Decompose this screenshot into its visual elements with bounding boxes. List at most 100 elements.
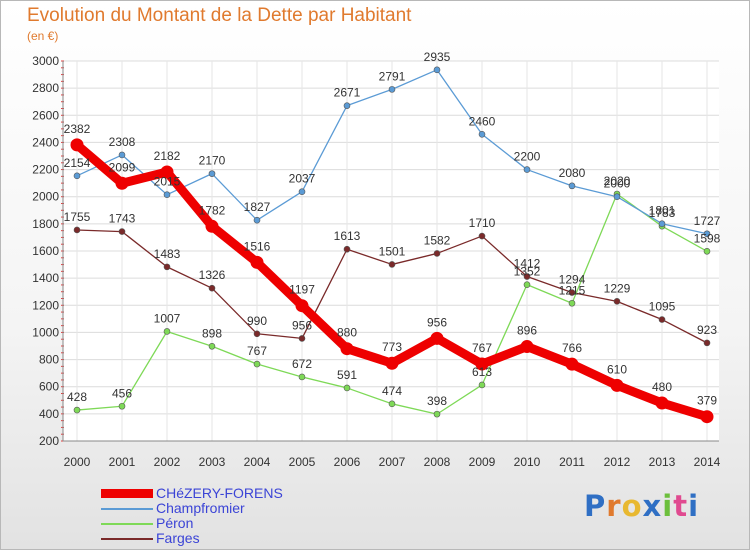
y-tick-label: 2800 xyxy=(32,81,59,95)
data-point-ch-zery-forens xyxy=(205,219,219,233)
data-label-ch-zery-forens: 766 xyxy=(562,341,582,355)
data-point-farges xyxy=(478,232,486,240)
legend-swatch-chezery-forens xyxy=(101,489,153,498)
y-tick-label: 3000 xyxy=(32,54,59,68)
y-tick-label: 2000 xyxy=(32,190,59,204)
y-tick-label: 400 xyxy=(39,407,59,421)
data-point-p-ron xyxy=(298,373,306,381)
data-labels: 1755 1743 1483 1326 990 956 1613 1501 1582 1710 14… xyxy=(64,50,721,408)
data-point-champfromier xyxy=(703,230,711,238)
legend-label: Péron xyxy=(156,515,194,531)
x-tick-label: 2004 xyxy=(244,455,271,469)
data-label-ch-zery-forens: 880 xyxy=(337,326,357,340)
data-point-champfromier xyxy=(568,182,576,190)
data-label-farges: 956 xyxy=(292,318,312,332)
y-tick-label: 1400 xyxy=(32,271,59,285)
legend-label: CHéZERY-FORENS xyxy=(156,485,283,501)
legend-item-farges: Farges xyxy=(101,531,361,546)
data-label-p-ron: 398 xyxy=(427,394,447,408)
data-point-p-ron xyxy=(703,247,711,255)
data-label-champfromier: 2935 xyxy=(424,50,451,64)
data-label-farges: 1483 xyxy=(154,247,181,261)
data-label-p-ron: 456 xyxy=(112,386,132,400)
data-point-p-ron xyxy=(433,410,441,418)
data-label-champfromier: 2308 xyxy=(109,135,136,149)
legend-item-champfromier: Champfromier xyxy=(101,501,361,516)
data-label-p-ron: 898 xyxy=(202,326,222,340)
data-point-farges xyxy=(658,316,666,323)
data-label-ch-zery-forens: 610 xyxy=(607,362,627,376)
data-label-champfromier: 2170 xyxy=(199,154,226,168)
data-label-champfromier: 1801 xyxy=(649,204,676,218)
y-tick-label: 2200 xyxy=(32,163,59,177)
data-point-farges xyxy=(298,335,306,342)
legend-label: Farges xyxy=(156,530,200,546)
data-point-p-ron xyxy=(523,281,531,288)
data-label-farges: 990 xyxy=(247,314,267,328)
data-label-farges: 1710 xyxy=(469,216,496,230)
data-label-farges: 923 xyxy=(697,323,717,337)
data-point-farges xyxy=(118,228,126,235)
chart-title: Evolution du Montant de la Dette par Hab… xyxy=(27,5,412,26)
data-label-ch-zery-forens: 1516 xyxy=(244,239,271,253)
data-label-ch-zery-forens: 773 xyxy=(382,340,402,354)
data-point-ch-zery-forens xyxy=(565,357,579,371)
data-label-farges: 1095 xyxy=(649,300,676,314)
x-tick-label: 2011 xyxy=(559,455,585,469)
data-point-ch-zery-forens xyxy=(115,176,129,190)
data-point-p-ron xyxy=(118,402,126,410)
y-tick-label: 2600 xyxy=(32,108,59,122)
data-label-p-ron: 767 xyxy=(247,344,267,358)
y-tick-label: 800 xyxy=(39,353,59,367)
data-point-farges xyxy=(253,330,261,338)
data-label-champfromier: 2460 xyxy=(469,114,496,128)
data-label-ch-zery-forens: 2182 xyxy=(154,149,181,163)
x-tick-label: 2001 xyxy=(109,455,136,469)
data-label-p-ron: 1352 xyxy=(514,265,541,279)
data-label-ch-zery-forens: 379 xyxy=(697,394,717,408)
data-label-champfromier: 2154 xyxy=(64,156,91,170)
data-label-p-ron: 474 xyxy=(382,384,402,398)
data-point-ch-zery-forens xyxy=(160,165,174,179)
data-point-p-ron xyxy=(343,384,351,392)
data-point-champfromier xyxy=(658,220,666,228)
data-point-ch-zery-forens xyxy=(475,357,489,371)
data-label-ch-zery-forens: 2099 xyxy=(109,160,136,174)
data-point-champfromier xyxy=(613,193,621,201)
y-tick-label: 1600 xyxy=(32,244,59,258)
x-tick-label: 2000 xyxy=(64,455,91,469)
data-point-p-ron xyxy=(253,360,261,368)
data-label-champfromier: 2015 xyxy=(154,175,181,189)
data-point-ch-zery-forens xyxy=(655,396,669,410)
data-point-champfromier xyxy=(478,130,486,138)
data-point-ch-zery-forens xyxy=(385,356,399,370)
data-label-champfromier: 1827 xyxy=(244,200,271,214)
data-label-p-ron: 1598 xyxy=(694,231,721,245)
x-tick-label: 2009 xyxy=(469,455,496,469)
x-tick-label: 2014 xyxy=(694,455,721,469)
x-tick-label: 2012 xyxy=(604,455,631,469)
data-point-ch-zery-forens xyxy=(340,342,354,356)
data-point-farges xyxy=(388,261,396,268)
data-point-farges xyxy=(73,226,81,234)
data-label-farges: 1412 xyxy=(514,257,541,271)
x-tick-label: 2013 xyxy=(649,455,676,469)
data-label-farges: 1294 xyxy=(559,273,586,287)
legend: CHéZERY-FORENS Champfromier Péron Farges xyxy=(101,486,361,546)
y-tick-label: 600 xyxy=(39,380,59,394)
data-label-p-ron: 591 xyxy=(337,368,357,382)
data-point-ch-zery-forens xyxy=(430,331,444,345)
y-tick-label: 1800 xyxy=(32,217,59,231)
data-label-farges: 1326 xyxy=(199,268,226,282)
data-point-ch-zery-forens xyxy=(250,255,264,269)
data-label-p-ron: 1783 xyxy=(649,206,676,220)
data-label-ch-zery-forens: 2382 xyxy=(64,122,91,136)
chart-subtitle: (en €) xyxy=(27,29,59,43)
data-label-ch-zery-forens: 1782 xyxy=(199,203,226,217)
data-label-p-ron: 1007 xyxy=(154,311,181,325)
x-tick-label: 2008 xyxy=(424,455,451,469)
proxiti-logo: Proxiti xyxy=(584,489,700,523)
y-tick-label: 1000 xyxy=(32,325,59,339)
data-label-champfromier: 2791 xyxy=(379,69,406,83)
